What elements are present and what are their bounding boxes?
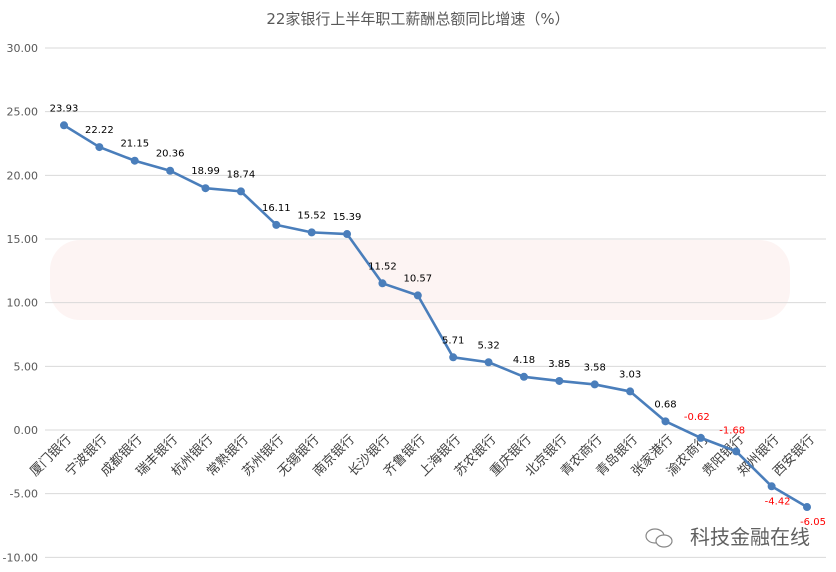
data-point (307, 228, 316, 237)
data-point (413, 291, 422, 300)
data-point (519, 372, 528, 381)
data-label: 18.74 (227, 169, 256, 180)
data-point (732, 447, 741, 456)
data-point (343, 230, 352, 239)
y-tick-label: 10.00 (7, 297, 39, 310)
y-tick-label: 30.00 (7, 42, 39, 55)
y-tick-label: 5.00 (14, 360, 39, 373)
data-point (484, 358, 493, 367)
data-label: 3.85 (548, 359, 570, 370)
data-label: 15.39 (333, 212, 362, 223)
wechat-icon (645, 528, 673, 548)
data-point (449, 353, 458, 362)
data-point (696, 433, 705, 442)
y-tick-label: 25.00 (7, 106, 39, 119)
data-point (272, 220, 281, 229)
y-tick-label: 15.00 (7, 233, 39, 246)
data-point (590, 380, 599, 389)
data-point (378, 279, 387, 288)
y-tick-label: 0.00 (14, 424, 39, 437)
y-tick-label: -5.00 (10, 488, 38, 501)
data-label: 20.36 (156, 149, 185, 160)
data-label: 5.71 (442, 335, 464, 346)
y-tick-label: -10.00 (3, 551, 38, 564)
watermark (50, 240, 790, 320)
data-label: 11.52 (368, 261, 397, 272)
series-line (63, 124, 808, 509)
data-label: 5.32 (477, 340, 499, 351)
data-label: 22.22 (85, 125, 114, 136)
data-point (803, 503, 811, 512)
logo-text: 科技金融在线 (690, 525, 810, 549)
data-point (236, 187, 245, 196)
data-label: 3.03 (619, 369, 641, 380)
data-point (767, 482, 776, 491)
data-label: 18.99 (191, 166, 220, 177)
data-point (661, 417, 670, 426)
data-point (166, 166, 175, 175)
data-label: 3.58 (584, 362, 606, 373)
data-label: -6.05 (800, 517, 826, 528)
data-label: 0.68 (654, 399, 676, 410)
data-point (201, 184, 210, 193)
data-label: -1.68 (719, 425, 745, 436)
data-label: 16.11 (262, 203, 291, 214)
data-label: -4.42 (765, 496, 791, 507)
data-label: 21.15 (120, 139, 149, 150)
data-label: -0.62 (684, 412, 710, 423)
data-point (60, 121, 68, 130)
data-label: 15.52 (297, 210, 326, 221)
data-label: 23.93 (50, 103, 79, 114)
data-point (95, 143, 104, 152)
data-point (555, 376, 564, 385)
data-point (626, 387, 635, 396)
data-point (130, 156, 139, 165)
chart-title: 22家银行上半年职工薪酬总额同比增速（%） (266, 10, 569, 28)
y-tick-label: 20.00 (7, 169, 39, 182)
data-label: 4.18 (513, 355, 535, 366)
data-label: 10.57 (403, 273, 432, 284)
